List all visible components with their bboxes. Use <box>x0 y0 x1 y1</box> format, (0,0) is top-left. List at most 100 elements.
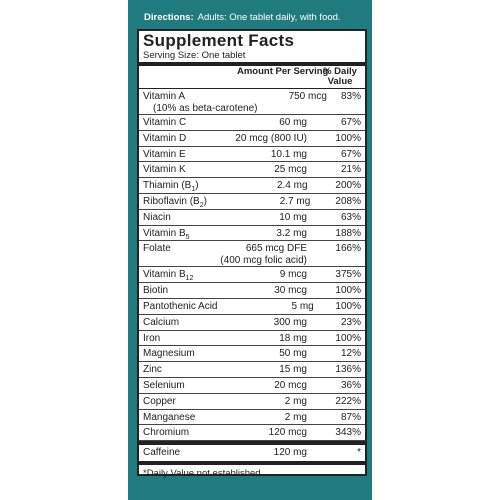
name-subscript: 12 <box>185 275 194 283</box>
daily-value: 166% <box>335 243 361 255</box>
nutrient-name: Thiamin (B1) <box>143 180 199 193</box>
amount: 30 mcg <box>197 285 307 298</box>
nutrient-row: Chromium 120 mcg 343% <box>139 425 365 442</box>
daily-value: 100% <box>335 285 361 297</box>
amount: 18 mg <box>197 333 307 346</box>
daily-value: 83% <box>340 91 361 102</box>
daily-value: 375% <box>335 269 361 281</box>
amount-text: 25 mcg <box>274 164 307 176</box>
nutrient-name: Vitamin B5 <box>143 228 197 241</box>
daily-value: 12% <box>340 348 361 360</box>
nutrient-row: Copper 2 mg 222% <box>139 394 365 410</box>
amount: 300 mg <box>197 317 307 330</box>
directions-label: Directions: <box>144 12 194 23</box>
name-text: Riboflavin (B <box>143 195 200 207</box>
amount: 120 mcg <box>197 427 307 440</box>
dv-header: % Daily Value <box>323 66 357 87</box>
amount: 3.2 mg <box>197 228 307 241</box>
amount-text: 15 mg <box>279 364 307 376</box>
rule <box>139 62 365 66</box>
amount-text: 750 mcg <box>288 91 327 102</box>
nutrient-row: Folate 665 mcg DFE (400 mcg folic acid) 166… <box>139 241 365 268</box>
nutrient-name: Riboflavin (B2) <box>143 196 207 209</box>
name-text: Zinc <box>143 364 162 376</box>
amount: 15 mg <box>197 364 307 377</box>
nutrient-name: Iron <box>143 333 197 346</box>
nutrient-row: Vitamin D 20 mcg (800 IU) 100% <box>139 131 365 147</box>
amount-text: 665 mcg DFE <box>245 243 307 255</box>
nutrient-name: Manganese <box>143 412 197 425</box>
rows: Vitamin A (10% as beta-carotene) 750 mcg 83… <box>139 89 365 442</box>
name-note: (10% as beta-carotene) <box>153 103 258 114</box>
nutrient-row: Biotin 30 mcg 100% <box>139 283 365 299</box>
nutrient-name: Selenium <box>143 380 197 393</box>
daily-value: 21% <box>340 164 361 176</box>
daily-value: 100% <box>335 300 361 312</box>
directions-text: Adults: One tablet daily, with food. <box>197 12 341 23</box>
name-text: Vitamin E <box>143 148 186 160</box>
amount-text: 5 mg <box>291 300 314 312</box>
name-subscript: 1 <box>191 186 196 194</box>
title: Supplement Facts <box>143 31 295 50</box>
amount: 10 mg <box>197 212 307 225</box>
amount-text: 300 mg <box>273 316 307 328</box>
nutrient-name: Zinc <box>143 364 197 377</box>
nutrient-row: Niacin 10 mg 63% <box>139 210 365 226</box>
nutrient-name: Vitamin A (10% as beta-carotene) <box>143 91 258 114</box>
nutrient-name: Vitamin D <box>143 133 197 146</box>
nutrient-name: Vitamin C <box>143 117 197 130</box>
daily-value: * <box>357 447 361 459</box>
amount-text: 2.7 mg <box>279 195 311 207</box>
name-text: Vitamin D <box>143 132 187 144</box>
nutrient-row: Calcium 300 mg 23% <box>139 315 365 331</box>
name-text: Chromium <box>143 427 190 439</box>
name-text: Copper <box>143 395 176 407</box>
extra-rows: Caffeine 120 mg * <box>143 445 361 461</box>
name-text: Vitamin B <box>143 269 186 281</box>
amount-header: Amount Per Serving <box>237 66 329 77</box>
name-text: ) <box>195 180 199 192</box>
nutrient-row: Vitamin C 60 mg 67% <box>139 115 365 131</box>
name-text: Selenium <box>143 379 185 391</box>
amount: 5 mg <box>218 301 314 314</box>
daily-value: 67% <box>340 117 361 128</box>
name-text: Biotin <box>143 285 169 297</box>
name-text: Folate <box>143 243 171 255</box>
amount: 665 mcg DFE (400 mcg folic acid) <box>197 243 307 266</box>
nutrient-name: Caffeine <box>143 447 197 461</box>
amount-text: 60 mg <box>279 117 307 128</box>
nutrient-row: Pantothenic Acid 5 mg 100% <box>139 299 365 315</box>
nutrient-row: Vitamin B5 3.2 mg 188% <box>139 226 365 242</box>
amount: 120 mg <box>197 447 307 461</box>
nutrient-row: Thiamin (B1) 2.4 mg 200% <box>139 178 365 194</box>
daily-value: 136% <box>335 364 361 376</box>
amount-text: 20 mcg (800 IU) <box>235 132 307 144</box>
nutrient-row: Manganese 2 mg 87% <box>139 410 365 426</box>
daily-value: 188% <box>335 227 361 239</box>
daily-value: 87% <box>340 411 361 423</box>
nutrient-name: Biotin <box>143 285 197 298</box>
nutrient-name: Calcium <box>143 317 197 330</box>
supplement-facts: Supplement Facts Serving Size: One table… <box>137 29 367 479</box>
amount: 10.1 mg <box>197 149 307 162</box>
nutrient-name: Niacin <box>143 212 197 225</box>
name-text: Calcium <box>143 316 180 328</box>
nutrient-row: Magnesium 50 mg 12% <box>139 346 365 363</box>
name-text: Pantothenic Acid <box>143 300 218 312</box>
nutrient-row: Vitamin K 25 mcg 21% <box>139 162 365 179</box>
daily-value: 63% <box>340 211 361 223</box>
daily-value: 67% <box>340 148 361 160</box>
nutrient-row: Selenium 20 mcg 36% <box>139 378 365 394</box>
nutrient-name: Folate <box>143 243 197 266</box>
amount-note: (400 mcg folic acid) <box>220 255 307 267</box>
amount-text: 20 mcg <box>274 379 307 391</box>
nutrient-name: Vitamin B12 <box>143 269 197 282</box>
nutrient-name: Chromium <box>143 427 197 440</box>
directions: Directions: Adults: One tablet daily, wit… <box>144 12 341 23</box>
nutrient-name: Magnesium <box>143 348 197 361</box>
nutrient-name: Vitamin K <box>143 164 197 177</box>
name-text: Vitamin A <box>143 91 186 102</box>
amount: 20 mcg (800 IU) <box>197 133 307 146</box>
amount: 9 mcg <box>197 269 307 282</box>
